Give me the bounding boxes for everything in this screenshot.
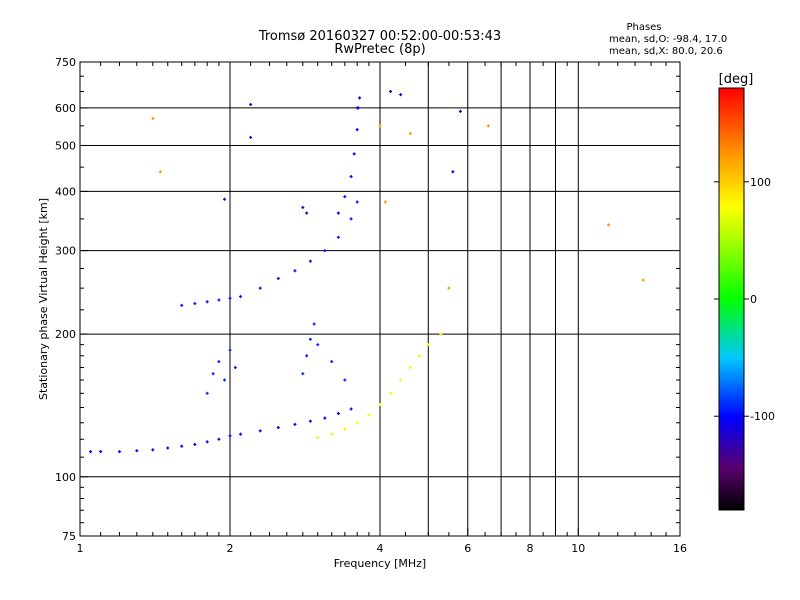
y-tick-label: 500 (55, 139, 76, 152)
y-tick-label: 400 (55, 185, 76, 198)
axis-ticks: 1 2 4 6 8 10 16 75 100 200 300 400 500 600 750 (55, 56, 687, 555)
phase-stats-o: mean, sd,O: -98.4, 17.0 (609, 34, 727, 45)
x-tick-label: 16 (673, 542, 687, 555)
y-tick-label: 300 (55, 245, 76, 258)
phase-stats-x: mean, sd,X: 80.0, 20.6 (609, 46, 723, 57)
colorbar (718, 87, 745, 511)
y-tick-label: 600 (55, 102, 76, 115)
y-tick-label: 100 (55, 471, 76, 484)
x-tick-label: 1 (77, 542, 84, 555)
data-points (89, 89, 645, 454)
colorbar-tick-label: -100 (750, 410, 775, 423)
x-tick-label: 2 (227, 542, 234, 555)
y-tick-label: 750 (55, 56, 76, 69)
x-tick-label: 6 (464, 542, 471, 555)
x-tick-label: 10 (571, 542, 585, 555)
x-tick-label: 4 (377, 542, 384, 555)
x-axis-label: Frequency [MHz] (334, 557, 426, 570)
grid-lines (80, 62, 680, 536)
y-tick-label: 75 (62, 530, 76, 543)
phase-stats-heading: Phases (626, 22, 661, 33)
chart-subtitle: RwPretec (8p) (334, 42, 425, 57)
colorbar-ticks: 100 0 -100 (714, 176, 775, 423)
colorbar-tick-label: 100 (750, 176, 771, 189)
y-axis-label: Stationary phase Virtual Height [km] (37, 198, 50, 400)
chart-title: Tromsø 20160327 00:52:00-00:53:43 (258, 29, 501, 44)
colorbar-tick-label: 0 (750, 293, 757, 306)
x-tick-label: 8 (527, 542, 534, 555)
y-tick-label: 200 (55, 328, 76, 341)
colorbar-label: [deg] (719, 72, 754, 87)
